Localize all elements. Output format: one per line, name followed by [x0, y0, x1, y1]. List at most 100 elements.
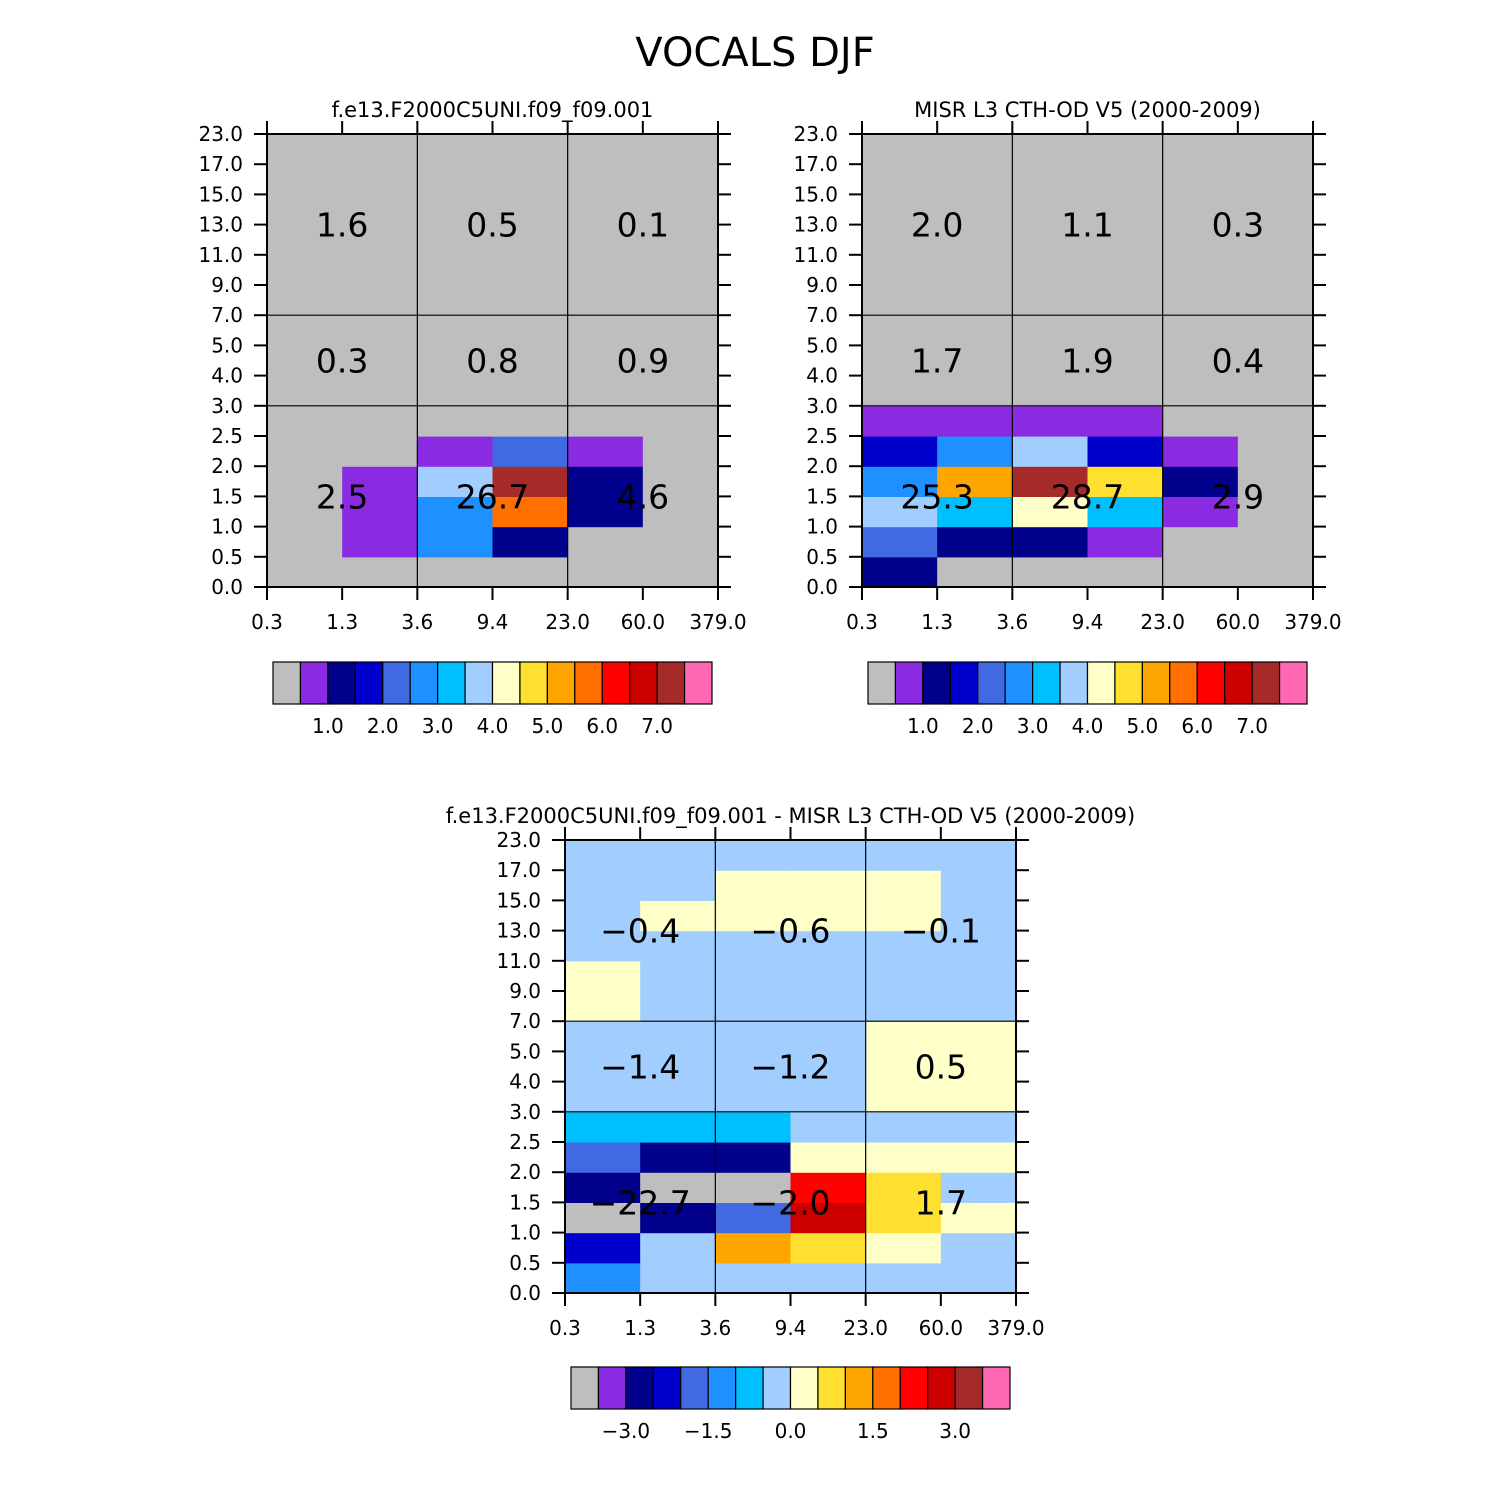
- y-tick-label: 1.0: [509, 1221, 541, 1245]
- heatmap-cell: [1087, 466, 1164, 497]
- colorbar-swatch: [680, 1366, 709, 1410]
- y-tick-label: 0.0: [211, 575, 243, 599]
- heatmap-cell: [1012, 224, 1089, 256]
- heatmap-cell: [1237, 496, 1314, 528]
- heatmap-cell: [1012, 496, 1089, 528]
- heatmap-cell: [1237, 466, 1314, 497]
- y-tick-label: 13.0: [198, 213, 243, 237]
- heatmap-cell: [1162, 375, 1239, 407]
- heatmap-cell: [715, 1202, 792, 1234]
- heatmap-cell: [865, 1172, 942, 1203]
- heatmap-cell: [1162, 224, 1239, 256]
- heatmap-cell: [567, 496, 644, 528]
- heatmap-cell: [1237, 345, 1314, 377]
- heatmap-cell: [267, 436, 343, 467]
- y-tick-label: 2.5: [211, 424, 243, 448]
- y-tick-label: 0.0: [806, 575, 838, 599]
- y-tick-label: 2.0: [509, 1160, 541, 1184]
- y-tick-label: 23.0: [198, 122, 243, 146]
- heatmap-cell: [492, 556, 569, 588]
- heatmap-cell: [1087, 224, 1164, 256]
- heatmap-cell: [715, 840, 792, 871]
- y-tick-label: 0.5: [509, 1251, 541, 1275]
- colorbar-swatch: [519, 661, 548, 705]
- panel-title: f.e13.F2000C5UNI.f09_f09.001: [332, 98, 654, 123]
- heatmap-cell: [790, 870, 867, 901]
- heatmap-cell: [715, 1051, 792, 1083]
- colorbar-swatch: [954, 1366, 984, 1410]
- heatmap-cell: [342, 285, 418, 316]
- x-tick-label: 9.4: [775, 1316, 807, 1340]
- colorbar-swatch: [762, 1366, 792, 1410]
- heatmap-cell: [865, 1081, 942, 1113]
- heatmap-cell: [267, 466, 343, 497]
- heatmap-cell: [1162, 526, 1239, 558]
- colorbar-swatch: [1032, 661, 1061, 705]
- heatmap-cell: [790, 1021, 867, 1052]
- heatmap-cell: [417, 345, 494, 377]
- colorbar-swatch: [1169, 661, 1198, 705]
- heatmap-cell: [567, 405, 644, 437]
- heatmap-cell: [715, 960, 792, 992]
- heatmap-cell: [940, 870, 1017, 901]
- heatmap-cell: [567, 194, 644, 226]
- group-sum-label: 26.7: [456, 477, 529, 516]
- group-sum-label: 0.9: [617, 342, 669, 381]
- x-tick-label: 1.3: [326, 610, 358, 634]
- heatmap-cell: [865, 1051, 942, 1083]
- heatmap-cell: [790, 1202, 867, 1234]
- colorbar-swatch: [437, 661, 466, 705]
- heatmap-cell: [865, 1232, 942, 1264]
- x-tick-label: 23.0: [1140, 610, 1185, 634]
- heatmap-cell: [862, 285, 938, 316]
- heatmap-cell: [640, 900, 716, 932]
- heatmap-cell: [567, 315, 644, 346]
- heatmap-cell: [937, 164, 1013, 195]
- group-sum-label: −1.2: [750, 1048, 830, 1087]
- colorbar-label: 5.0: [1126, 714, 1158, 738]
- heatmap-cell: [940, 1081, 1017, 1113]
- y-tick-label: 5.0: [211, 333, 243, 357]
- group-sum-label: 2.9: [1212, 477, 1264, 516]
- heatmap-cell: [1162, 436, 1239, 467]
- heatmap-cell: [417, 194, 494, 226]
- heatmap-cell: [862, 436, 938, 467]
- heatmap-cell: [640, 1021, 716, 1052]
- group-sum-label: 1.6: [316, 206, 368, 245]
- heatmap-cell: [640, 930, 716, 962]
- heatmap-cell: [1012, 405, 1089, 437]
- heatmap-cell: [940, 1051, 1017, 1083]
- heatmap-cell: [267, 254, 343, 286]
- heatmap-cell: [865, 900, 942, 932]
- heatmap-cell: [640, 1172, 716, 1203]
- heatmap-cell: [1087, 496, 1164, 528]
- heatmap-cell: [940, 1142, 1017, 1173]
- heatmap-cell: [1237, 285, 1314, 316]
- y-tick-label: 9.0: [509, 979, 541, 1003]
- heatmap-cell: [862, 315, 938, 346]
- heatmap-cell: [642, 134, 719, 165]
- heatmap-cell: [565, 1021, 641, 1052]
- heatmap-cell: [862, 556, 938, 588]
- heatmap-cell: [940, 960, 1017, 992]
- y-tick-label: 15.0: [793, 182, 838, 206]
- colorbar-swatch: [570, 1366, 600, 1410]
- heatmap-cell: [1162, 194, 1239, 226]
- heatmap-cell: [862, 254, 938, 286]
- y-tick-label: 11.0: [793, 243, 838, 267]
- x-tick-label: 60.0: [621, 610, 666, 634]
- heatmap-cell: [715, 1232, 792, 1264]
- heatmap-cell: [565, 930, 641, 962]
- colorbar-swatch: [625, 1366, 654, 1410]
- heatmap-cell: [267, 405, 343, 437]
- heatmap-cell: [417, 496, 494, 528]
- heatmap-cell: [342, 164, 418, 195]
- heatmap-cell: [640, 1142, 716, 1173]
- y-tick-label: 15.0: [198, 182, 243, 206]
- heatmap-cell: [1087, 194, 1164, 226]
- colorbar-label: 2.0: [962, 714, 994, 738]
- heatmap-cell: [417, 526, 494, 558]
- heatmap-cell: [940, 1262, 1017, 1294]
- colorbar-swatch: [867, 661, 897, 705]
